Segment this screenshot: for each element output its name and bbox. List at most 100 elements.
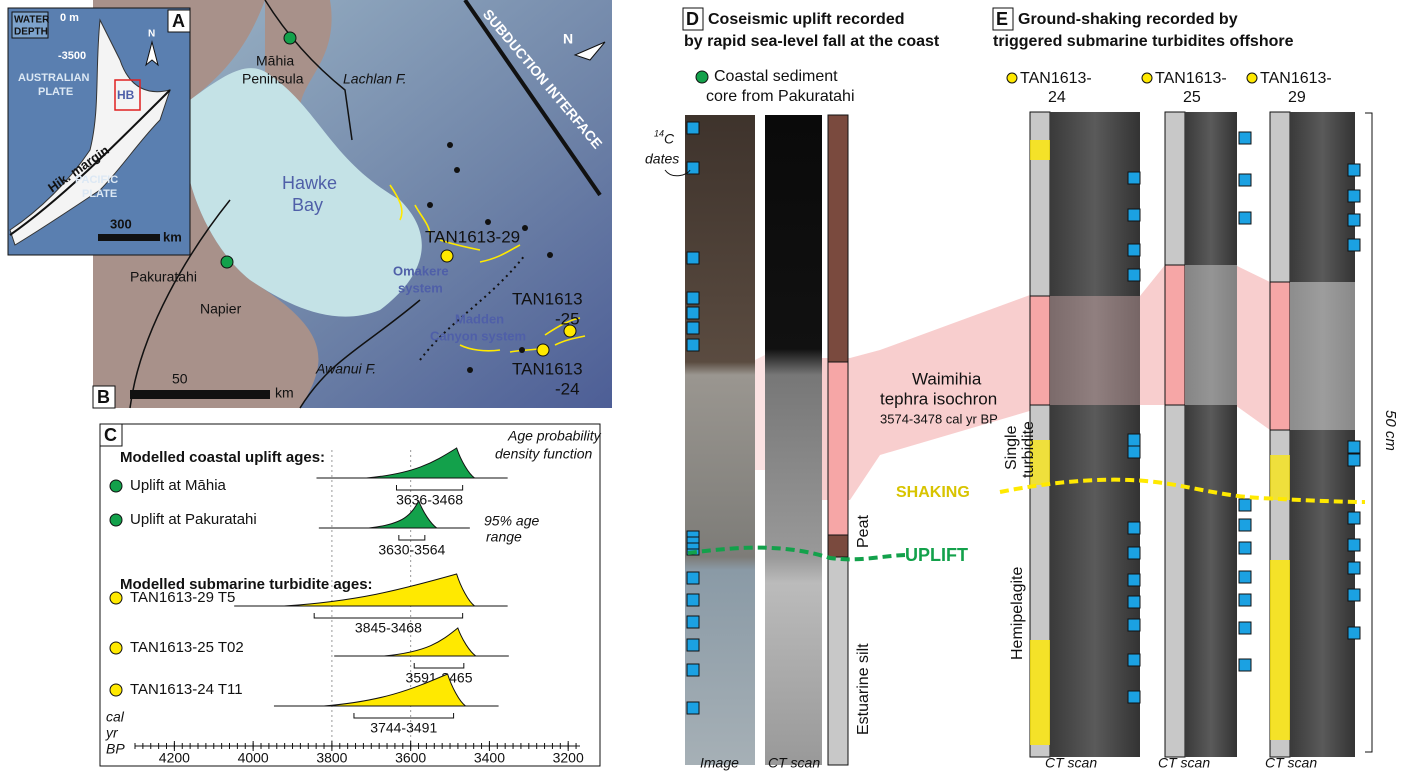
scale: 50 (172, 371, 188, 387)
axis-label: cal (106, 709, 125, 725)
scale-unit: km (163, 229, 182, 244)
date-marker (1239, 174, 1251, 186)
log-tephra (828, 362, 848, 535)
site-pakuratahi (221, 256, 233, 268)
row-label: TAN1613-25 T02 (130, 639, 244, 656)
date-marker (1348, 214, 1360, 226)
date-marker (1239, 571, 1251, 583)
date-marker (1348, 441, 1360, 453)
heading: Modelled coastal uplift ages: (120, 449, 325, 466)
log-tephra (1270, 282, 1290, 430)
range-label: 3845-3468 (355, 620, 422, 636)
site-tan29 (441, 250, 453, 262)
scale: 300 (110, 216, 132, 231)
panel-letter: C (104, 425, 117, 445)
label: -24 (555, 379, 580, 398)
scale-bar (98, 234, 160, 241)
note: range (486, 529, 522, 545)
date-marker (1239, 519, 1251, 531)
label: Peat (855, 515, 872, 548)
label: TAN1613-29 (425, 227, 520, 246)
date-marker (687, 594, 699, 606)
label: C (664, 131, 675, 147)
date-marker (1348, 239, 1360, 251)
date-marker (1128, 547, 1140, 559)
date-marker (1128, 574, 1140, 586)
date-marker (1128, 434, 1140, 446)
date-marker (687, 531, 699, 537)
panel-letter: B (97, 387, 110, 407)
label: turbidite (1020, 421, 1037, 478)
panel-letter: D (686, 9, 699, 29)
date-marker (1239, 499, 1251, 511)
date-marker (1348, 589, 1360, 601)
axis-label: BP (106, 741, 125, 757)
scale-unit: km (275, 385, 294, 401)
map-a: WATER DEPTH 0 m -3500 N AUSTRALIAN PLATE… (8, 8, 190, 255)
date-marker (687, 616, 699, 628)
range-label: 3744-3491 (370, 720, 437, 736)
row-label: TAN1613-24 T11 (130, 681, 243, 698)
site-dot (1142, 73, 1152, 83)
core-label: TAN1613- (1155, 70, 1227, 87)
date-marker (1128, 654, 1140, 666)
label: dates (645, 151, 679, 167)
note: Age probability (507, 428, 602, 444)
site-tan24 (537, 344, 549, 356)
x-tick-label: 3200 (553, 750, 584, 766)
x-tick-label: 3400 (474, 750, 505, 766)
column-label: CT scan (768, 755, 820, 771)
row-label: Uplift at Māhia (130, 477, 227, 494)
panel-letter: A (172, 11, 185, 31)
column-label: CT scan (1265, 755, 1317, 771)
label: Bay (292, 195, 323, 215)
date-marker (687, 664, 699, 676)
date-marker (1348, 539, 1360, 551)
date-marker (1239, 594, 1251, 606)
date-marker (1128, 209, 1140, 221)
figure: Māhia Peninsula Lachlan F. SUBDUCTION IN… (0, 0, 1408, 771)
tephra-overlay (1185, 265, 1237, 405)
row-label: TAN1613-29 T5 (130, 589, 235, 606)
date-marker (687, 322, 699, 334)
date-marker (1128, 691, 1140, 703)
core-ct (1050, 112, 1140, 757)
log-turbidite (1270, 455, 1290, 500)
core-label: 25 (1183, 89, 1201, 106)
date-marker (1239, 622, 1251, 634)
core-label: 29 (1288, 89, 1306, 106)
title: by rapid sea-level fall at the coast (684, 33, 940, 50)
core-label: core from Pakuratahi (706, 88, 855, 105)
core-label: 24 (1048, 89, 1066, 106)
label: Pakuratahi (130, 269, 197, 285)
panel-c: C Modelled coastal uplift ages: Modelled… (100, 424, 602, 766)
label: Canyon system (430, 328, 526, 343)
x-tick-label: 3800 (316, 750, 347, 766)
date-marker (1128, 446, 1140, 458)
site-dot (696, 71, 708, 83)
label: Awanui F. (315, 361, 376, 377)
note: density function (495, 446, 592, 462)
label: TAN1613 (512, 359, 583, 378)
date-marker (687, 122, 699, 134)
x-tick-label: 4000 (238, 750, 269, 766)
panel-letter: E (996, 9, 1008, 29)
log-turbidite (1270, 560, 1290, 740)
date-marker (1128, 619, 1140, 631)
log-silt (828, 557, 848, 765)
date-marker (687, 702, 699, 714)
label: 14 (654, 128, 664, 138)
range-label: 3636-3468 (396, 492, 463, 508)
label: Madden (455, 311, 504, 326)
date-marker (687, 639, 699, 651)
date-marker (1128, 596, 1140, 608)
x-tick-label: 4200 (159, 750, 190, 766)
label: Hawke (282, 173, 337, 193)
column-label: CT scan (1158, 755, 1210, 771)
scale-bracket (1365, 113, 1372, 752)
log-peat (828, 535, 848, 557)
shaking-label: SHAKING (896, 484, 970, 501)
label: system (398, 280, 443, 295)
title: Ground-shaking recorded by (1018, 11, 1238, 28)
date-marker (1348, 627, 1360, 639)
